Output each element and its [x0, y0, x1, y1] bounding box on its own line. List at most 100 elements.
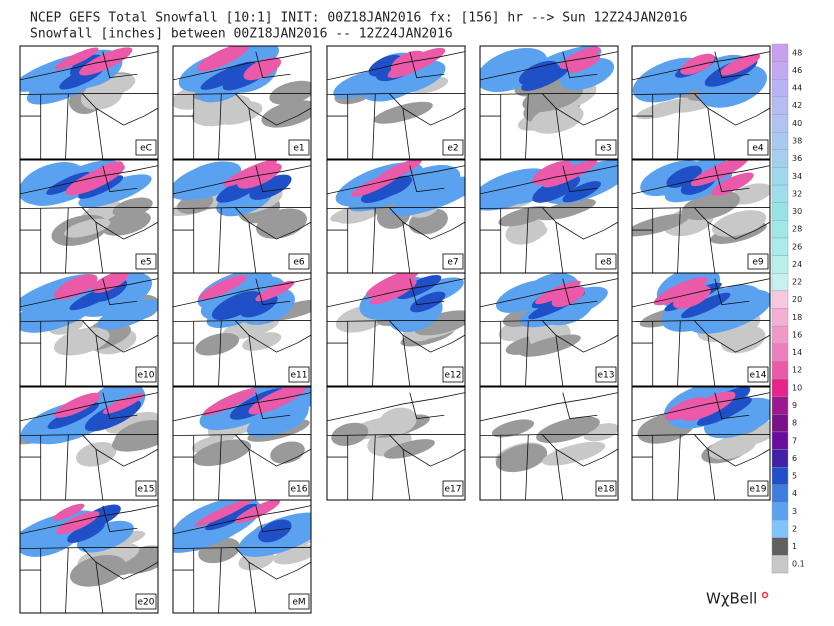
- map-panel: [20, 387, 158, 500]
- map-panel: [327, 387, 465, 500]
- state-border: [480, 51, 618, 81]
- snow-area: [101, 210, 151, 236]
- snow-area: [76, 520, 134, 553]
- colorbar-label: 8: [792, 419, 797, 428]
- snow-area: [365, 273, 420, 297]
- panel-frame: [631, 45, 771, 160]
- state-border: [677, 320, 681, 386]
- colorbar-box: [771, 502, 789, 521]
- colorbar-label: 1: [792, 542, 797, 551]
- colorbar-box: [771, 114, 789, 133]
- colorbar-box: [771, 414, 789, 433]
- colorbar-box: [771, 325, 789, 344]
- snow-area: [211, 290, 262, 320]
- colorbar-label: 44: [792, 84, 802, 93]
- snow-area: [567, 55, 601, 73]
- state-border: [20, 392, 158, 422]
- state-border: [65, 93, 69, 159]
- state-border: [632, 278, 770, 308]
- state-border: [409, 51, 445, 79]
- snow-area: [708, 434, 757, 460]
- state-border: [555, 222, 564, 273]
- snow-area: [559, 46, 601, 69]
- map-panel: [480, 273, 618, 386]
- state-border: [707, 449, 716, 500]
- snow-area: [712, 210, 767, 237]
- state-border: [81, 207, 158, 240]
- panel-label: e17: [445, 485, 462, 495]
- colorbar-label: 30: [792, 207, 802, 216]
- state-border: [632, 51, 770, 81]
- snow-area: [532, 175, 581, 203]
- state-border: [173, 51, 311, 81]
- state-border: [541, 434, 618, 467]
- snow-area: [719, 53, 761, 76]
- panel-label-box: [595, 366, 617, 383]
- state-border: [327, 392, 465, 422]
- panel-label: e18: [598, 485, 615, 495]
- snow-area: [514, 225, 548, 242]
- state-border: [480, 392, 618, 422]
- state-border: [102, 505, 138, 533]
- colorbar-label: 9: [792, 401, 797, 410]
- panel-label: e9: [752, 258, 764, 268]
- snow-area: [636, 98, 696, 120]
- snow-area: [243, 57, 282, 81]
- logo: WχBell: [706, 590, 757, 608]
- snow-area: [414, 310, 465, 336]
- colorbar-label: 14: [792, 348, 802, 357]
- panel-label-box: [442, 139, 464, 156]
- snow-area: [91, 273, 129, 293]
- state-border: [95, 108, 104, 159]
- state-border: [714, 278, 750, 306]
- colorbar-box: [771, 308, 789, 327]
- state-border: [20, 278, 158, 308]
- state-border: [555, 335, 564, 386]
- state-border: [541, 207, 618, 240]
- map-panel: [20, 273, 158, 386]
- state-border: [714, 392, 750, 420]
- colorbar-box: [771, 220, 789, 239]
- snow-area: [258, 519, 292, 543]
- panel-frame: [172, 272, 312, 387]
- state-border: [693, 434, 770, 467]
- colorbar-label: 28: [792, 225, 802, 234]
- snow-area: [56, 511, 100, 535]
- panel-label-box: [442, 366, 464, 383]
- state-border: [20, 51, 158, 81]
- colorbar-box: [771, 361, 789, 380]
- colorbar-box: [771, 149, 789, 168]
- panel-label: e8: [600, 258, 612, 268]
- map-panel: [20, 160, 158, 273]
- state-border: [562, 51, 598, 79]
- map-panel: [480, 46, 618, 159]
- panel-label-box: [595, 253, 617, 270]
- state-border: [218, 93, 222, 159]
- snow-area: [54, 47, 99, 70]
- colorbar-label: 2: [792, 524, 797, 533]
- colorbar-label: 38: [792, 136, 802, 145]
- panel-frame: [479, 272, 619, 387]
- panel-label-box: [288, 253, 310, 270]
- logo-dot: [761, 591, 769, 599]
- panel-label: e10: [138, 371, 155, 381]
- snow-area: [498, 206, 551, 227]
- snow-area: [333, 70, 389, 99]
- colorbar-label: 16: [792, 330, 802, 339]
- state-border: [388, 320, 465, 353]
- state-border: [402, 335, 411, 386]
- colorbar-label: 6: [792, 454, 797, 463]
- snow-area: [704, 397, 770, 439]
- snow-area: [239, 293, 278, 318]
- panel-label-box: [442, 480, 464, 497]
- panel-label-box: [747, 139, 769, 156]
- state-border: [693, 207, 770, 240]
- state-border: [327, 51, 465, 81]
- state-border: [255, 51, 291, 79]
- state-border: [248, 449, 257, 500]
- colorbar-label: 46: [792, 66, 802, 75]
- state-border: [81, 547, 158, 580]
- colorbar-label: 34: [792, 172, 802, 181]
- snow-area: [273, 544, 311, 565]
- state-border: [555, 108, 564, 159]
